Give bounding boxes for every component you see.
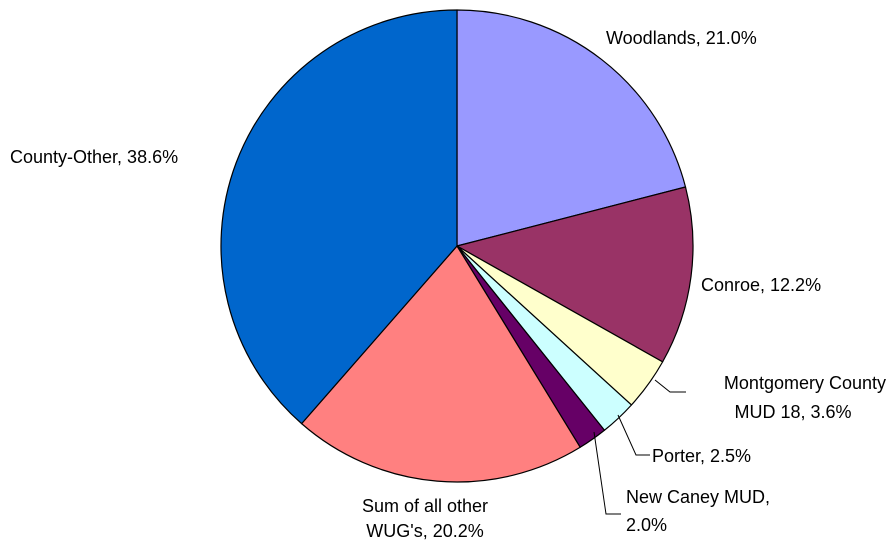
pie-slice-woodlands: [456, 9, 687, 247]
leader-line-new-caney-mud: [593, 431, 621, 515]
slices-layer: [220, 9, 694, 483]
leader-line-montgomery-county: [654, 379, 686, 393]
slice-label-new-caney-mud: New Caney MUD, 2.0%: [626, 487, 770, 535]
leader-lines-layer: [593, 379, 686, 515]
slice-label-sum-of-all-other: Sum of all other WUG's, 20.2%: [362, 496, 488, 541]
leader-line-porter: [617, 414, 650, 456]
pie-slice-conroe: [456, 186, 694, 363]
slice-label-county-other: County-Other, 38.6%: [10, 147, 178, 167]
slice-label-woodlands: Woodlands, 21.0%: [606, 28, 757, 48]
slice-label-montgomery-county: Montgomery County MUD 18, 3.6%: [724, 373, 886, 422]
slice-label-porter: Porter, 2.5%: [652, 446, 751, 466]
slice-label-conroe: Conroe, 12.2%: [701, 275, 821, 295]
pie-slice-county-other: [220, 9, 458, 425]
pie-slice-sum-of-all-other: [301, 245, 581, 483]
labels-layer: Woodlands, 21.0% Conroe, 12.2% Montgomery …: [10, 28, 886, 541]
